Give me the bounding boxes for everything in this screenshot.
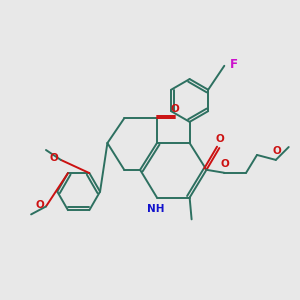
Text: O: O	[272, 146, 281, 156]
Text: O: O	[220, 159, 229, 169]
Text: O: O	[171, 104, 180, 114]
Text: NH: NH	[147, 204, 164, 214]
Text: F: F	[230, 58, 238, 71]
Text: O: O	[216, 134, 224, 144]
Text: O: O	[35, 200, 44, 210]
Text: O: O	[50, 153, 59, 164]
